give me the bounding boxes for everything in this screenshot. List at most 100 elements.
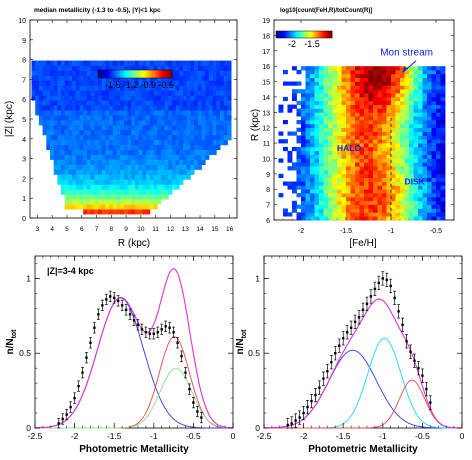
fraction-cell xyxy=(427,116,432,121)
fraction-cell xyxy=(328,70,333,75)
fraction-cell xyxy=(382,135,387,140)
map-cell xyxy=(50,110,55,116)
map-cell xyxy=(68,120,73,126)
map-cell xyxy=(101,164,106,170)
fraction-cell xyxy=(310,81,315,86)
fraction-cell xyxy=(391,116,396,121)
fraction-cell xyxy=(305,212,311,217)
map-cell xyxy=(116,90,121,96)
colorbar-segment xyxy=(153,70,156,78)
fraction-cell xyxy=(422,127,428,132)
fraction-cell xyxy=(355,189,360,194)
fraction-cell xyxy=(301,93,306,98)
map-cell xyxy=(75,174,80,180)
fraction-cell xyxy=(436,89,441,94)
map-cell xyxy=(175,120,180,126)
fraction-cell xyxy=(395,73,401,78)
fraction-cell xyxy=(287,181,293,186)
fraction-cell xyxy=(409,73,414,78)
fraction-cell xyxy=(440,154,446,159)
map-cell xyxy=(168,189,173,195)
fraction-cell xyxy=(328,185,333,190)
fraction-cell xyxy=(346,143,351,148)
fraction-cell xyxy=(422,208,428,213)
map-cell xyxy=(61,129,66,136)
map-cell xyxy=(35,85,40,91)
map-cell xyxy=(86,179,91,185)
map-cell xyxy=(61,124,66,131)
map-cell xyxy=(31,80,36,86)
fraction-cell xyxy=(301,96,306,102)
map-cell xyxy=(61,90,66,96)
mdf-left-plot: -2.5 -2 -1.5 -1 -0.5 000.51 xyxy=(19,256,236,441)
map-cell xyxy=(46,60,51,66)
map-cell xyxy=(168,65,173,71)
fraction-cell xyxy=(404,154,410,159)
fraction-cell xyxy=(359,108,365,113)
map-cell xyxy=(94,120,99,126)
fraction-cell xyxy=(400,104,405,109)
fraction-cell xyxy=(355,77,360,82)
map-cell xyxy=(68,129,73,136)
colorbar-segment xyxy=(140,70,143,78)
map-cell xyxy=(160,144,165,150)
fraction-cell xyxy=(404,112,410,117)
fraction-cell xyxy=(391,181,396,186)
map-cell xyxy=(86,100,91,106)
map-cell xyxy=(223,90,228,96)
fraction-cell xyxy=(350,143,356,148)
map-cell xyxy=(194,60,199,66)
map-cell xyxy=(98,120,103,126)
map-cell xyxy=(68,159,73,165)
map-cell xyxy=(160,139,165,146)
y-tick-label: 1 xyxy=(26,273,31,283)
data-point xyxy=(73,396,76,400)
fraction-cell xyxy=(436,108,441,113)
map-cell xyxy=(79,65,84,71)
map-cell xyxy=(109,139,114,146)
fraction-cell xyxy=(427,104,432,109)
fraction-cell xyxy=(364,96,369,102)
map-cell xyxy=(179,80,184,86)
fraction-cell xyxy=(413,73,419,78)
map-cell xyxy=(120,189,125,195)
fraction-cell xyxy=(382,181,387,186)
map-cell xyxy=(135,110,140,116)
map-cell xyxy=(109,194,114,200)
fraction-cell xyxy=(319,185,324,190)
map-cell xyxy=(109,174,114,180)
map-cell xyxy=(131,60,136,66)
fraction-cell xyxy=(413,85,419,90)
fraction-cell xyxy=(337,196,342,202)
data-point xyxy=(105,298,108,301)
fraction-cell xyxy=(413,93,419,98)
map-cell xyxy=(101,159,106,165)
fraction-cell xyxy=(314,216,320,221)
fraction-cell xyxy=(422,204,428,209)
map-cell xyxy=(146,80,151,86)
fraction-cell xyxy=(440,162,446,167)
map-cell xyxy=(138,209,143,215)
fraction-cell xyxy=(337,96,342,102)
map-cell xyxy=(109,164,114,170)
fraction-cell xyxy=(310,166,315,171)
map-cell xyxy=(175,179,180,185)
fraction-cell xyxy=(427,127,432,132)
fraction-cell xyxy=(368,139,374,144)
fraction-cell xyxy=(287,158,293,163)
disk-label: DISK xyxy=(405,177,426,187)
map-cell xyxy=(109,149,114,155)
map-cell xyxy=(186,129,191,136)
map-cell xyxy=(194,159,199,165)
map-cell xyxy=(220,129,225,136)
fraction-cell xyxy=(328,120,333,125)
fraction-cell xyxy=(373,193,378,198)
map-cell xyxy=(216,60,221,66)
fraction-cell xyxy=(337,166,342,171)
map-cell xyxy=(197,120,202,126)
fraction-cell xyxy=(427,200,432,205)
map-cell xyxy=(101,194,106,200)
fraction-cell xyxy=(323,123,329,128)
map-cell xyxy=(201,139,206,146)
fraction-cell xyxy=(391,104,396,109)
